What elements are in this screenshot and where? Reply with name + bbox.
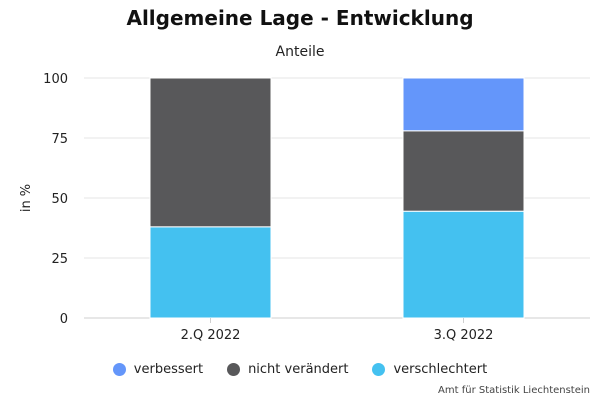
x-tick-label: 2.Q 2022 bbox=[181, 328, 241, 343]
y-tick-label: 50 bbox=[51, 192, 68, 207]
x-tick-label: 3.Q 2022 bbox=[434, 328, 494, 343]
bar-segment bbox=[402, 77, 525, 132]
y-tick-label: 75 bbox=[51, 132, 68, 147]
legend-item-verbessert[interactable]: verbessert bbox=[112, 362, 204, 377]
legend-label: verbessert bbox=[133, 362, 204, 377]
legend-swatch-nicht-veraendert bbox=[227, 363, 241, 376]
legend-item-nicht-veraendert[interactable]: nicht verändert bbox=[227, 362, 348, 377]
bar-segment bbox=[149, 77, 272, 228]
legend-label: verschlechtert bbox=[393, 362, 488, 377]
legend: verbessert nicht verändert verschlechter… bbox=[0, 362, 600, 377]
bars bbox=[149, 77, 525, 319]
legend-label: nicht verändert bbox=[248, 362, 349, 377]
legend-item-verschlechtert[interactable]: verschlechtert bbox=[372, 362, 487, 377]
chart-subtitle: Anteile bbox=[275, 44, 325, 60]
y-tick-label: 100 bbox=[43, 72, 68, 87]
bar-segment bbox=[402, 130, 525, 212]
y-tick-label: 25 bbox=[51, 252, 68, 267]
axis-ticks: 0 25 50 75 100 2.Q 2022 3.Q 2022 bbox=[43, 72, 493, 343]
y-axis-label: in % bbox=[19, 184, 34, 212]
chart-title: Allgemeine Lage - Entwicklung bbox=[126, 6, 474, 30]
source-credit: Amt für Statistik Liechtenstein bbox=[438, 385, 590, 396]
y-tick-label: 0 bbox=[60, 312, 68, 327]
bar-segment bbox=[402, 210, 525, 319]
bar-segment bbox=[149, 226, 272, 319]
legend-swatch-verbessert bbox=[112, 363, 126, 376]
legend-swatch-verschlechtert bbox=[372, 363, 386, 376]
